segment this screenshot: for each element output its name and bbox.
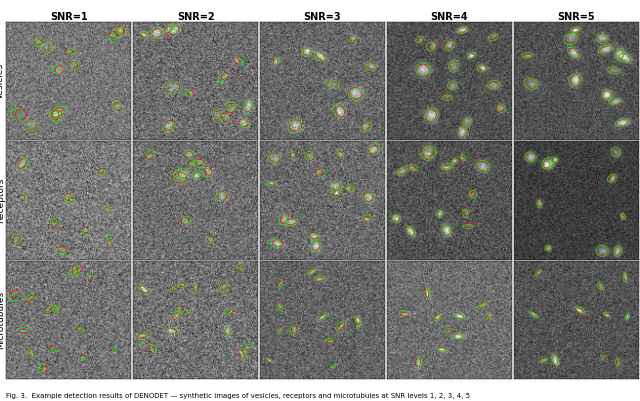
Text: Microtubules: Microtubules xyxy=(0,291,5,349)
Title: SNR=2: SNR=2 xyxy=(177,12,214,22)
Text: Fig. 3.  Example detection results of DENODET — synthetic images of vesicles, re: Fig. 3. Example detection results of DEN… xyxy=(6,393,470,399)
Title: SNR=5: SNR=5 xyxy=(557,12,595,22)
Text: Vesicles: Vesicles xyxy=(0,63,5,99)
Title: SNR=1: SNR=1 xyxy=(50,12,88,22)
Title: SNR=4: SNR=4 xyxy=(431,12,468,22)
Text: Receptors: Receptors xyxy=(0,178,5,223)
Title: SNR=3: SNR=3 xyxy=(304,12,341,22)
